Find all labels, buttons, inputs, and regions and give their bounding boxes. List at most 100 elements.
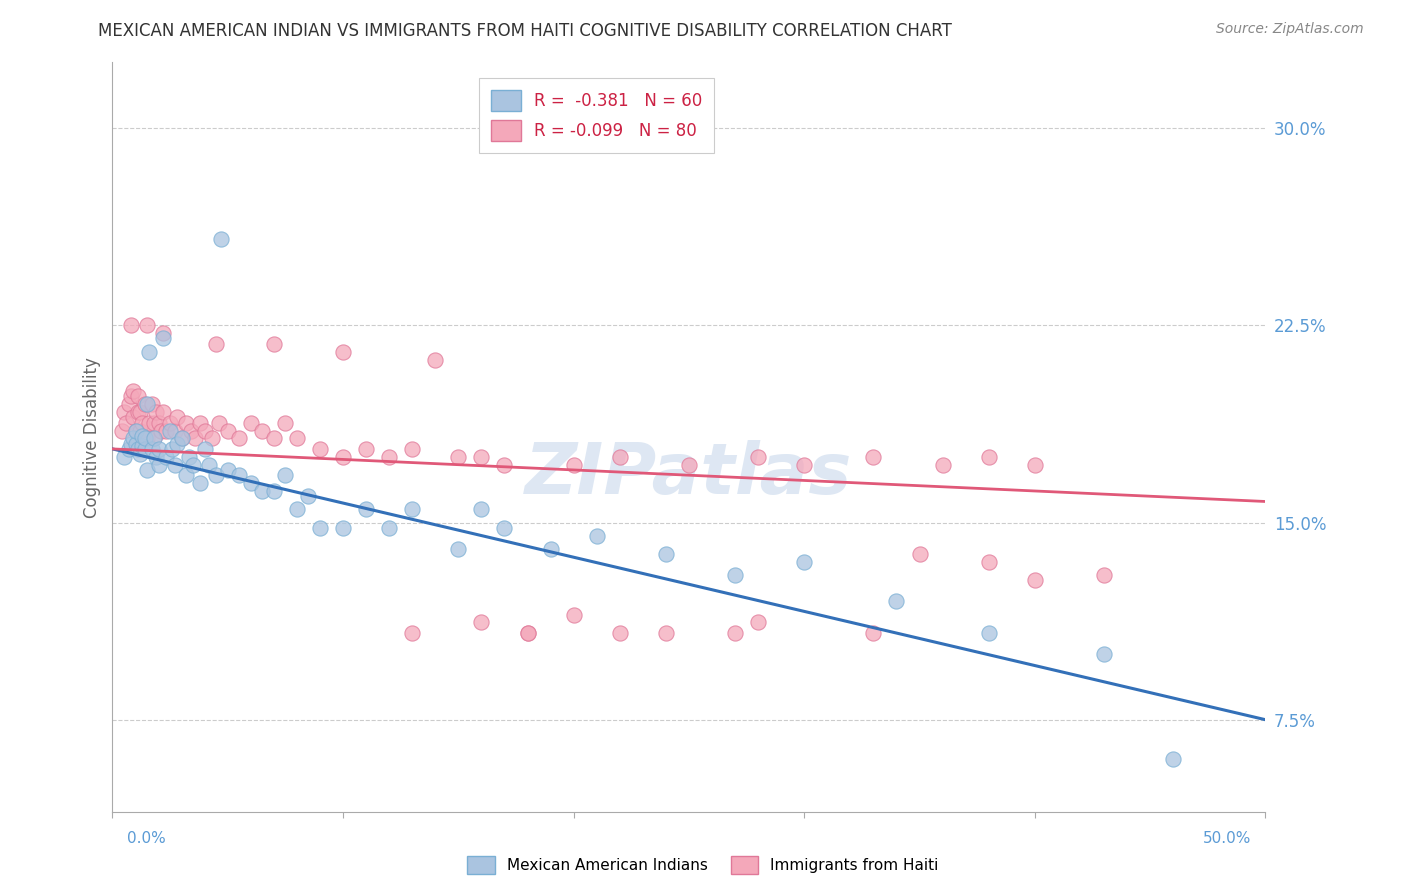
Point [354,442,377,456]
Point [180,424,202,438]
Point [724,626,747,640]
Point [562,607,585,622]
Point [562,458,585,472]
Point [143,431,166,445]
Point [115,416,138,430]
Point [152,331,174,345]
Point [516,626,538,640]
Point [198,458,221,472]
Point [117,397,139,411]
Point [136,463,159,477]
Point [143,431,166,445]
Point [609,626,631,640]
Point [252,483,274,498]
Point [141,442,163,456]
Point [181,458,204,472]
Point [148,416,170,430]
Point [401,502,423,516]
Point [217,424,239,438]
Point [470,615,492,630]
Point [143,416,166,430]
Point [263,336,285,351]
Point [122,431,145,445]
Point [332,450,354,464]
Point [217,463,239,477]
Point [152,326,174,341]
Point [540,541,562,556]
Point [1161,752,1184,766]
Point [149,424,172,438]
Point [188,416,211,430]
Point [148,442,170,456]
Point [239,476,262,491]
Point [188,476,211,491]
Point [655,547,678,561]
Point [129,424,152,438]
Point [516,626,538,640]
Text: 0.0%: 0.0% [127,831,166,846]
Point [309,521,332,535]
Point [155,450,177,464]
Point [239,416,262,430]
Point [263,483,285,498]
Point [148,458,170,472]
Point [136,431,159,445]
Point [112,405,135,419]
Point [228,468,250,483]
Point [124,424,146,438]
Point [678,458,700,472]
Point [155,424,177,438]
Point [127,389,149,403]
Point [129,405,152,419]
Point [724,568,747,582]
Point [793,555,815,569]
Point [205,468,228,483]
Point [159,424,181,438]
Point [977,450,1000,464]
Point [112,450,135,464]
Y-axis label: Cognitive Disability: Cognitive Disability [83,357,101,517]
Point [447,450,470,464]
Point [170,431,193,445]
Point [354,502,377,516]
Point [655,626,678,640]
Point [117,442,139,456]
Point [127,442,149,456]
Point [378,450,401,464]
Point [205,336,228,351]
Point [141,397,163,411]
Point [862,450,884,464]
Point [131,429,153,443]
Point [127,405,149,419]
Point [332,521,354,535]
Point [1092,647,1115,661]
Point [174,416,197,430]
Point [285,502,308,516]
Text: MEXICAN AMERICAN INDIAN VS IMMIGRANTS FROM HAITI COGNITIVE DISABILITY CORRELATIO: MEXICAN AMERICAN INDIAN VS IMMIGRANTS FR… [98,22,952,40]
Point [138,344,160,359]
Point [309,442,332,456]
Point [124,424,146,438]
Point [124,436,146,450]
Point [194,442,217,456]
Legend: Mexican American Indians, Immigrants from Haiti: Mexican American Indians, Immigrants fro… [461,850,945,880]
Point [1024,458,1046,472]
Point [120,318,142,333]
Point [174,468,197,483]
Point [152,405,174,419]
Point [131,416,153,430]
Point [131,439,153,453]
Point [862,626,884,640]
Point [111,424,134,438]
Point [378,521,401,535]
Point [886,594,908,608]
Point [145,450,167,464]
Point [263,431,285,445]
Point [931,458,953,472]
Legend: R =  -0.381   N = 60, R = -0.099   N = 80: R = -0.381 N = 60, R = -0.099 N = 80 [479,78,714,153]
Point [793,458,815,472]
Point [136,318,159,333]
Point [194,424,217,438]
Point [494,458,516,472]
Text: Source: ZipAtlas.com: Source: ZipAtlas.com [1216,22,1364,37]
